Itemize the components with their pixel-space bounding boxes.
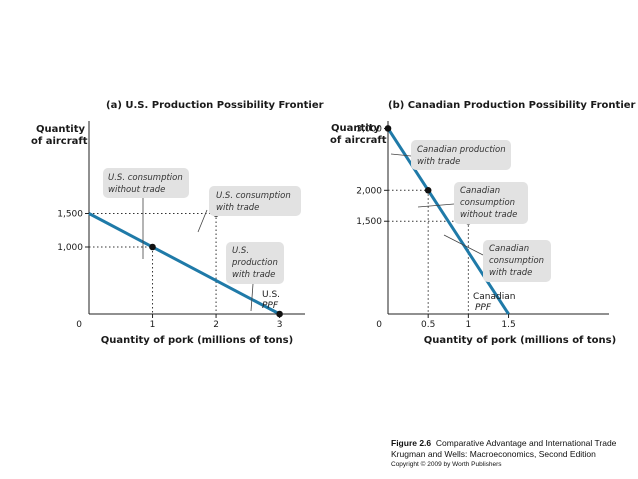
canada-callout-trade-leader bbox=[443, 234, 484, 256]
canada-y-axis-label-line1: Quantity bbox=[331, 123, 380, 134]
us-callout-production-line2: production bbox=[231, 258, 278, 268]
canada-callout-no-trade-leader bbox=[417, 203, 455, 208]
us-guide-lines bbox=[89, 213, 217, 314]
us-callout-production-box bbox=[226, 242, 284, 284]
us-callout-no-trade-line2: without trade bbox=[108, 185, 165, 195]
canada-callout-production: Canadian production with trade bbox=[390, 140, 511, 170]
canada-x-tick-label: 0.5 bbox=[421, 320, 435, 330]
caption-line1: Figure 2.6 Comparative Advantage and Int… bbox=[391, 438, 631, 449]
canada-callout-production-line1: Canadian production bbox=[417, 145, 506, 155]
canada-x-tick-label: 1 bbox=[465, 320, 471, 330]
us-origin-label: 0 bbox=[76, 320, 82, 330]
us-y-tick-label: 1,000 bbox=[57, 243, 83, 253]
caption-copyright: Copyright © 2009 by Worth Publishers bbox=[391, 461, 502, 468]
us-callout-trade-leader bbox=[197, 209, 208, 233]
us-ppf-label-line2: PPF bbox=[262, 301, 279, 311]
us-callout-production: U.S. production with trade bbox=[226, 242, 284, 312]
canada-callout-trade-box bbox=[483, 240, 551, 282]
us-ppf-line bbox=[88, 212, 281, 316]
us-y-axis-label-line1: Quantity bbox=[36, 124, 85, 135]
canada-callout-production-box bbox=[411, 140, 511, 170]
caption-book: Krugman and Wells: Macroeconomics, Secon… bbox=[391, 449, 596, 459]
canada-callout-no-trade-line2: consumption bbox=[460, 198, 515, 208]
canada-ppf-chart: (b) Canadian Production Possibility Fron… bbox=[330, 100, 636, 346]
canada-ppf-line bbox=[386, 127, 510, 315]
caption-figure-title: Comparative Advantage and International … bbox=[435, 438, 617, 448]
us-callout-trade-box bbox=[209, 186, 301, 216]
canada-callout-trade-line2: consumption bbox=[489, 256, 544, 266]
canada-ppf-label-line1: Canadian bbox=[473, 292, 515, 302]
canada-callout-production-line2: with trade bbox=[417, 157, 460, 167]
us-y-axis-label-line2: of aircraft bbox=[31, 136, 88, 147]
canada-y-tick-label: 3,000 bbox=[356, 124, 382, 134]
canada-callout-no-trade-box bbox=[454, 182, 528, 224]
us-callout-production-leader bbox=[250, 283, 254, 312]
canada-callout-trade-line3: with trade bbox=[489, 268, 532, 278]
canada-callout-trade-line1: Canadian bbox=[489, 244, 529, 254]
canada-x-tick-label: 1.5 bbox=[501, 320, 515, 330]
canada-chart-title: (b) Canadian Production Possibility Fron… bbox=[388, 100, 636, 111]
us-callout-no-trade-line1: U.S. consumption bbox=[108, 173, 183, 183]
canada-callout-no-trade: Canadian consumption without trade bbox=[417, 182, 528, 224]
us-y-ticks: 1,000 1,500 bbox=[57, 210, 89, 253]
canada-axes bbox=[387, 121, 609, 315]
us-callout-trade: U.S. consumption with trade bbox=[197, 186, 301, 233]
caption-figure-number: Figure 2.6 bbox=[391, 438, 432, 448]
canada-ppf-series bbox=[386, 127, 510, 315]
canada-point-2 bbox=[424, 187, 432, 194]
us-ppf-series bbox=[88, 212, 281, 316]
us-callout-production-line3: with trade bbox=[232, 270, 275, 280]
us-ppf-chart: (a) U.S. Production Possibility Frontier… bbox=[31, 100, 324, 346]
canada-x-ticks: 0.5 1 1.5 bbox=[421, 314, 516, 330]
canada-callout-trade: Canadian consumption with trade bbox=[443, 234, 551, 282]
us-callout-trade-line1: U.S. consumption bbox=[216, 191, 291, 201]
canada-point-1 bbox=[384, 125, 392, 132]
canada-y-tick-label: 2,000 bbox=[356, 186, 382, 196]
us-x-tick-label: 1 bbox=[150, 320, 156, 330]
us-x-ticks: 1 2 3 bbox=[150, 314, 283, 330]
us-point-1 bbox=[149, 243, 156, 251]
canada-origin-label: 0 bbox=[376, 320, 382, 330]
canada-callout-no-trade-line1: Canadian bbox=[460, 186, 500, 196]
canada-callout-production-leader bbox=[390, 153, 412, 157]
us-callout-no-trade-box bbox=[103, 168, 189, 198]
us-chart-title: (a) U.S. Production Possibility Frontier bbox=[106, 100, 324, 111]
figure-caption: Figure 2.6 Comparative Advantage and Int… bbox=[391, 438, 631, 469]
us-callout-trade-line2: with trade bbox=[216, 203, 259, 213]
canada-x-axis-label: Quantity of pork (millions of tons) bbox=[424, 335, 616, 346]
canada-y-tick-label: 1,500 bbox=[356, 217, 382, 227]
us-y-tick-label: 1,500 bbox=[57, 210, 83, 220]
us-point-3 bbox=[276, 310, 283, 318]
us-callout-no-trade: U.S. consumption without trade bbox=[103, 168, 189, 259]
us-x-tick-label: 2 bbox=[213, 320, 219, 330]
us-x-axis-label: Quantity of pork (millions of tons) bbox=[101, 335, 293, 346]
us-callout-production-line1: U.S. bbox=[232, 246, 249, 256]
us-axes bbox=[88, 121, 305, 315]
canada-ppf-label-line2: PPF bbox=[475, 303, 492, 313]
us-x-tick-label: 3 bbox=[277, 320, 283, 330]
us-ppf-label-line1: U.S. bbox=[262, 290, 280, 300]
canada-y-axis-label-line2: of aircraft bbox=[330, 135, 387, 146]
canada-callout-no-trade-line3: without trade bbox=[460, 210, 517, 220]
